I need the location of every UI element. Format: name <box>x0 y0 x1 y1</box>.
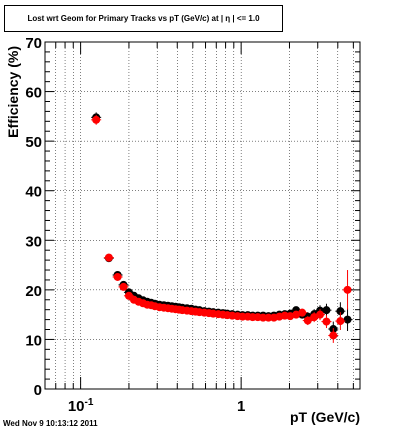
grid-lines <box>44 42 360 389</box>
plot-frame <box>44 41 361 390</box>
series-1 <box>91 114 353 343</box>
data-point <box>322 306 331 315</box>
x-tick-label: 1 <box>237 398 245 415</box>
y-tick-label: 70 <box>25 35 42 52</box>
y-tick-label: 20 <box>25 283 42 300</box>
y-tick-label: 40 <box>25 184 42 201</box>
series-0 <box>91 112 353 337</box>
data-point <box>322 317 331 326</box>
data-point <box>92 115 101 124</box>
timestamp: Wed Nov 9 10:13:12 2011 <box>3 419 98 428</box>
y-tick-label: 50 <box>25 134 42 151</box>
data-point <box>343 315 352 324</box>
data-point <box>104 253 113 262</box>
y-tick-label: 30 <box>25 233 42 250</box>
x-axis-label: pT (GeV/c) <box>290 409 360 425</box>
y-axis-label: Efficiency (%) <box>5 46 21 138</box>
data-point <box>336 307 345 316</box>
data-point <box>336 317 345 326</box>
data-point <box>303 316 312 325</box>
y-tick-label: 0 <box>34 382 42 399</box>
y-tick-label: 10 <box>25 332 42 349</box>
axes: 0 10 20 30 40 50 60 70 10-1 1 <box>25 35 360 415</box>
x-tick-label: 10-1 <box>68 397 94 415</box>
data-point <box>316 310 325 319</box>
y-tick-label: 60 <box>25 85 42 102</box>
data-point <box>298 308 307 317</box>
data-point <box>113 272 122 281</box>
data-point <box>329 331 338 340</box>
data-series <box>91 112 353 343</box>
chart-title: Lost wrt Geom for Primary Tracks vs pT (… <box>4 5 283 32</box>
data-point <box>119 282 128 291</box>
data-point <box>343 285 352 294</box>
